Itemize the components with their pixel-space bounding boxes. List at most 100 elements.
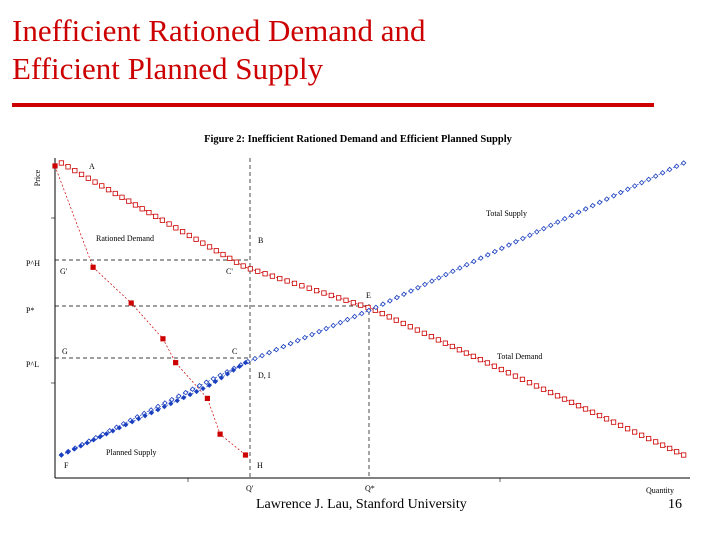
data-point-total-demand bbox=[255, 268, 261, 274]
data-point-total-demand bbox=[262, 271, 268, 277]
data-point-total-demand bbox=[589, 409, 596, 415]
data-point-total-supply bbox=[394, 294, 400, 301]
point-label-f: F bbox=[64, 461, 69, 470]
title-divider bbox=[12, 103, 654, 107]
y-tick-label-pl: P^L bbox=[26, 360, 39, 369]
data-point-total-supply bbox=[589, 202, 596, 209]
x-axis-title: Quantity bbox=[646, 486, 674, 495]
page-number: 16 bbox=[668, 497, 682, 512]
point-label-gprime: G' bbox=[60, 267, 68, 276]
point-label-c: C bbox=[232, 347, 237, 356]
data-point-planned-supply bbox=[218, 375, 224, 381]
data-point-total-demand bbox=[58, 160, 64, 166]
data-point-planned-supply bbox=[110, 428, 116, 434]
data-point-total-supply bbox=[624, 186, 631, 193]
data-point-planned-supply bbox=[71, 446, 77, 452]
data-point-total-demand bbox=[470, 353, 476, 359]
data-point-total-demand bbox=[505, 370, 512, 376]
data-point-total-supply bbox=[175, 393, 182, 399]
data-point-total-demand bbox=[78, 171, 85, 178]
data-point-total-demand bbox=[299, 283, 305, 289]
data-point-total-demand bbox=[72, 168, 78, 174]
data-point-total-demand bbox=[491, 363, 498, 369]
x-tick-label-qstar: Q* bbox=[365, 484, 375, 493]
data-point-total-demand bbox=[428, 334, 434, 340]
data-point-total-demand bbox=[119, 194, 125, 200]
data-point-total-demand bbox=[603, 416, 610, 422]
data-point-total-demand bbox=[407, 324, 413, 330]
data-point-total-demand bbox=[112, 190, 118, 197]
point-label-a: A bbox=[89, 162, 95, 171]
series-line-rationed-demand bbox=[54, 165, 246, 456]
data-point-total-demand bbox=[146, 209, 152, 216]
data-point-total-demand bbox=[575, 403, 582, 409]
series-rationed-demand bbox=[52, 163, 249, 458]
data-point-total-demand bbox=[213, 248, 219, 254]
data-point-total-supply bbox=[266, 349, 272, 356]
data-point-total-supply bbox=[189, 386, 196, 392]
data-point-total-demand bbox=[631, 429, 638, 435]
data-point-total-demand bbox=[400, 320, 406, 327]
data-point-planned-supply bbox=[242, 360, 249, 366]
data-point-total-supply bbox=[316, 328, 322, 335]
data-point-total-demand bbox=[660, 442, 666, 448]
data-point-total-demand bbox=[132, 202, 139, 208]
data-point-total-demand bbox=[484, 360, 491, 366]
data-point-total-supply bbox=[252, 355, 258, 362]
data-point-total-supply bbox=[631, 183, 638, 189]
data-point-total-demand bbox=[153, 213, 159, 219]
data-point-total-supply bbox=[645, 176, 652, 183]
data-point-total-demand bbox=[343, 297, 349, 303]
data-point-total-demand bbox=[159, 217, 165, 223]
data-point-total-demand bbox=[269, 273, 276, 279]
data-point-total-demand bbox=[379, 310, 385, 317]
data-point-planned-supply bbox=[129, 419, 135, 425]
data-point-total-demand bbox=[126, 198, 132, 204]
data-point-total-supply bbox=[478, 255, 484, 261]
data-point-total-demand bbox=[582, 406, 589, 412]
data-point-total-supply bbox=[259, 352, 265, 359]
annotation-total-demand: Total Demand bbox=[497, 352, 542, 361]
data-point-rationed-demand bbox=[52, 163, 58, 169]
data-point-total-demand bbox=[547, 389, 554, 396]
y-tick-label-pstar: P* bbox=[26, 306, 34, 315]
data-point-total-supply bbox=[415, 284, 421, 291]
data-point-total-supply bbox=[294, 337, 301, 344]
data-point-total-supply bbox=[485, 252, 491, 258]
data-point-total-demand bbox=[65, 164, 71, 170]
data-point-total-demand bbox=[358, 302, 364, 308]
point-label-cprime: C' bbox=[226, 267, 233, 276]
data-point-total-supply bbox=[547, 222, 554, 229]
data-point-planned-supply bbox=[97, 434, 103, 440]
data-point-planned-supply bbox=[206, 382, 212, 388]
data-point-total-demand bbox=[247, 266, 253, 272]
series-planned-supply bbox=[58, 360, 249, 458]
data-point-total-demand bbox=[284, 278, 290, 284]
data-point-total-demand bbox=[526, 380, 533, 386]
data-point-total-demand bbox=[200, 240, 206, 246]
data-point-total-demand bbox=[313, 288, 320, 294]
data-point-total-demand bbox=[306, 285, 312, 291]
data-point-total-supply bbox=[366, 307, 372, 314]
data-point-planned-supply bbox=[90, 437, 97, 443]
data-point-total-supply bbox=[401, 291, 407, 298]
data-point-total-demand bbox=[173, 225, 179, 231]
data-point-total-supply bbox=[302, 334, 308, 341]
data-point-total-supply bbox=[373, 304, 379, 311]
annotation-planned-supply: Planned Supply bbox=[106, 448, 156, 457]
data-point-planned-supply bbox=[212, 378, 218, 385]
data-point-total-demand bbox=[277, 275, 283, 282]
data-point-planned-supply bbox=[236, 363, 243, 370]
data-point-rationed-demand bbox=[217, 431, 223, 437]
data-point-total-demand bbox=[321, 290, 327, 296]
data-point-total-demand bbox=[617, 422, 624, 429]
data-point-planned-supply bbox=[84, 440, 90, 446]
data-point-total-demand bbox=[193, 236, 199, 242]
data-point-total-supply bbox=[603, 196, 610, 202]
data-point-total-supply bbox=[659, 170, 666, 176]
point-label-g: G bbox=[62, 347, 68, 356]
data-point-total-demand bbox=[186, 232, 192, 239]
data-point-total-demand bbox=[442, 340, 448, 346]
data-point-total-demand bbox=[105, 187, 112, 193]
data-point-total-supply bbox=[287, 340, 294, 347]
